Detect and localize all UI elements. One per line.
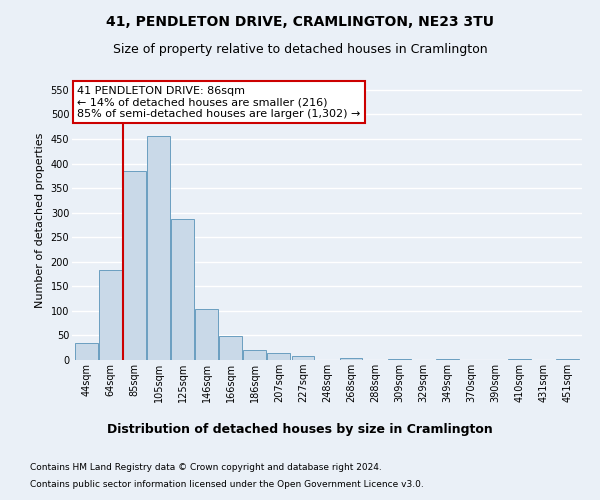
Bar xyxy=(556,358,579,360)
Text: Contains HM Land Registry data © Crown copyright and database right 2024.: Contains HM Land Registry data © Crown c… xyxy=(30,462,382,471)
Bar xyxy=(220,336,242,360)
Bar xyxy=(99,270,122,360)
Text: 41, PENDLETON DRIVE, CRAMLINGTON, NE23 3TU: 41, PENDLETON DRIVE, CRAMLINGTON, NE23 3… xyxy=(106,15,494,29)
Bar xyxy=(147,136,170,360)
Bar xyxy=(244,350,266,360)
Bar xyxy=(75,343,98,360)
Bar xyxy=(508,359,531,360)
Bar xyxy=(436,358,459,360)
Text: 41 PENDLETON DRIVE: 86sqm
← 14% of detached houses are smaller (216)
85% of semi: 41 PENDLETON DRIVE: 86sqm ← 14% of detac… xyxy=(77,86,361,119)
Text: Size of property relative to detached houses in Cramlington: Size of property relative to detached ho… xyxy=(113,42,487,56)
Bar xyxy=(123,171,146,360)
Bar xyxy=(292,356,314,360)
Bar xyxy=(195,310,218,360)
Bar xyxy=(171,218,194,360)
Y-axis label: Number of detached properties: Number of detached properties xyxy=(35,132,45,308)
Bar xyxy=(340,358,362,360)
Text: Contains public sector information licensed under the Open Government Licence v3: Contains public sector information licen… xyxy=(30,480,424,489)
Bar xyxy=(268,353,290,360)
Bar xyxy=(388,358,410,360)
Text: Distribution of detached houses by size in Cramlington: Distribution of detached houses by size … xyxy=(107,422,493,436)
